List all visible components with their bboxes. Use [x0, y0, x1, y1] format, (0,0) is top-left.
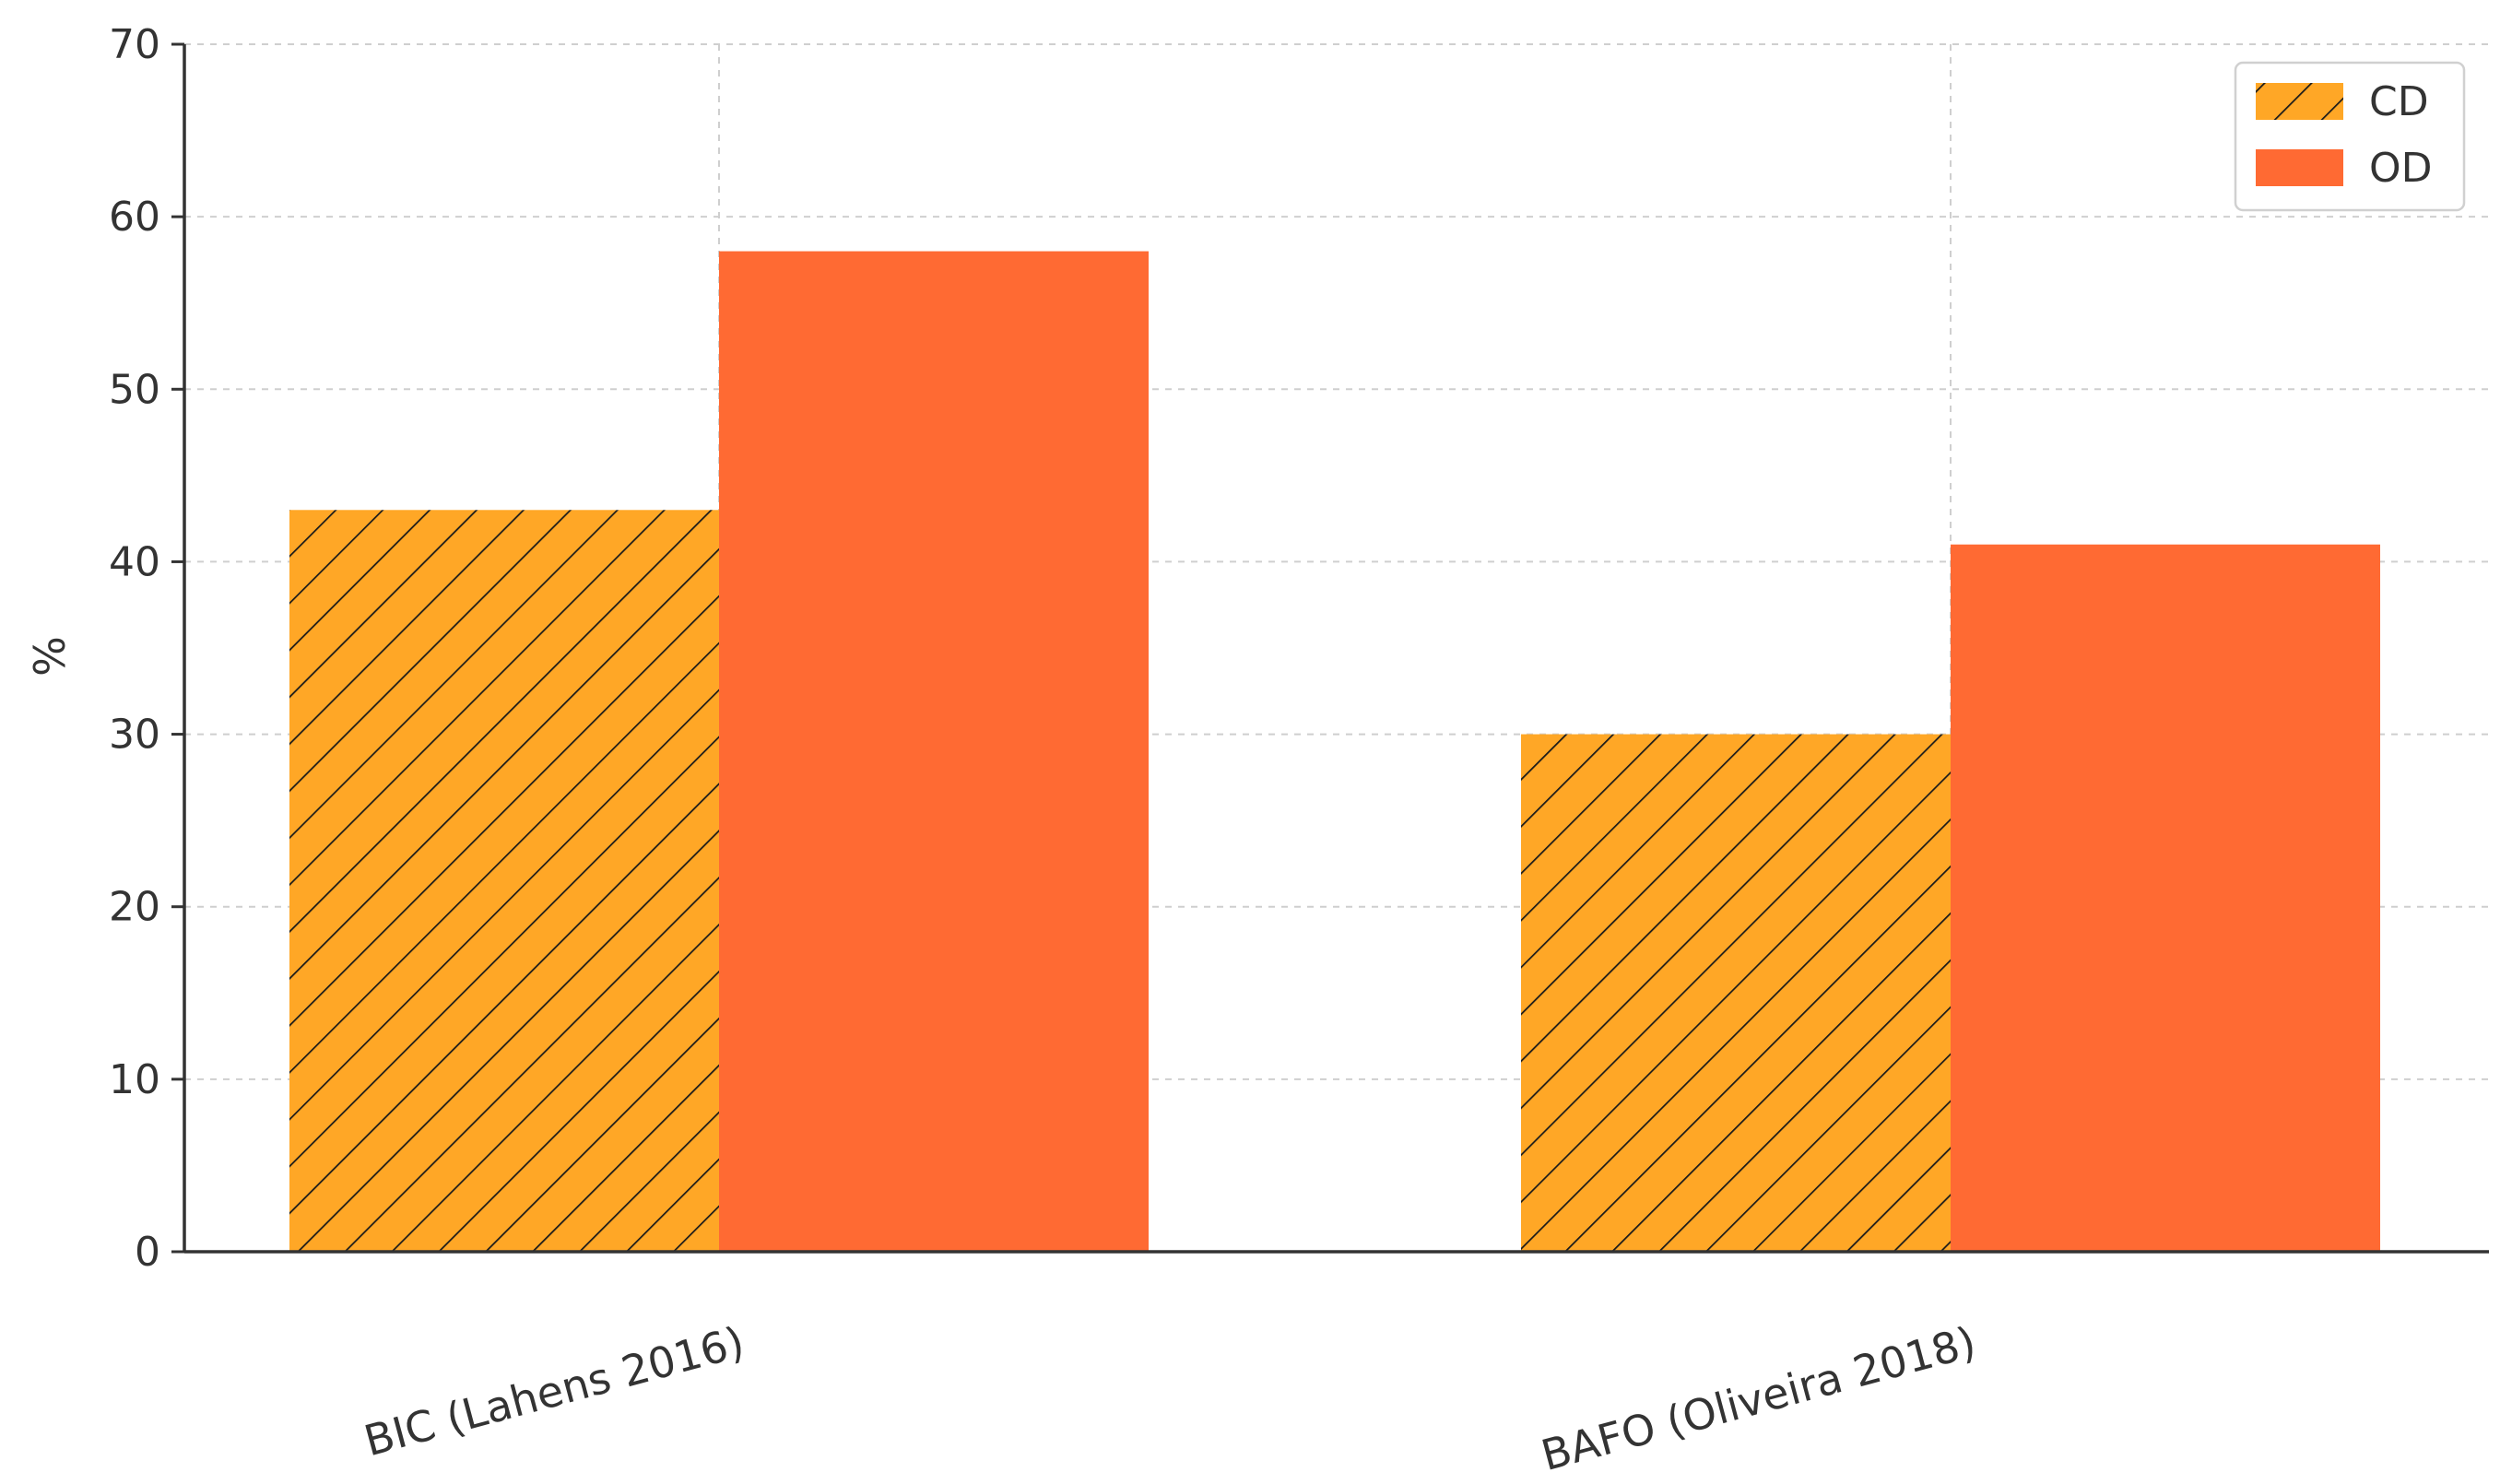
- y-tick-label: 50: [109, 366, 160, 413]
- axes: [183, 44, 2489, 1254]
- bar-od-0: [719, 251, 1149, 1253]
- y-tick-label: 20: [109, 884, 160, 931]
- x-tick-label: BIC (Lahens 2016): [359, 1316, 749, 1466]
- bar-cd-0: [289, 510, 719, 1252]
- y-tick-label: 30: [109, 712, 160, 759]
- legend-swatch-od: [2256, 149, 2343, 186]
- y-tick-label: 60: [109, 194, 160, 241]
- x-ticks: BIC (Lahens 2016) BAFO (Oliveira 2018): [359, 1316, 1981, 1480]
- bars: [289, 251, 2380, 1253]
- y-axis-label: %: [25, 636, 75, 677]
- y-tick-label: 0: [135, 1229, 160, 1276]
- bar-cd-1: [1521, 734, 1951, 1252]
- legend-swatch-cd: [2256, 83, 2343, 120]
- y-ticks: 0 10 20 30 40 50 60 70: [109, 21, 184, 1276]
- legend-label-od: OD: [2369, 145, 2433, 192]
- legend: CD OD: [2234, 61, 2466, 212]
- y-tick-label: 40: [109, 538, 160, 585]
- y-tick-label: 70: [109, 21, 160, 68]
- legend-label-cd: CD: [2369, 78, 2429, 125]
- grid: [184, 43, 2489, 1252]
- y-tick-label: 10: [109, 1056, 160, 1103]
- x-tick-label: BAFO (Oliveira 2018): [1536, 1316, 1981, 1479]
- bar-od-1: [1951, 544, 2380, 1252]
